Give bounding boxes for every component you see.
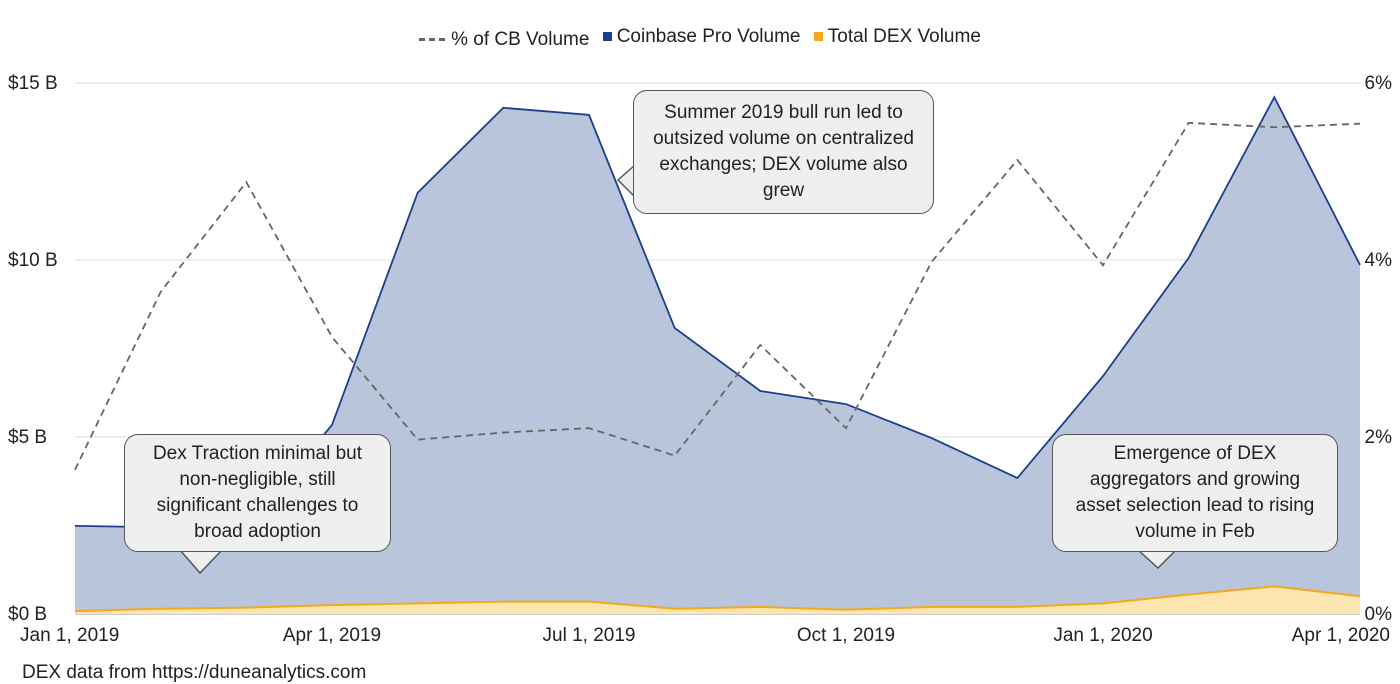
legend-item-dex: Total DEX Volume bbox=[814, 26, 981, 48]
y2-tick-label: 4% bbox=[1365, 250, 1393, 271]
blue-swatch bbox=[603, 32, 612, 41]
x-tick-label: Apr 1, 2020 bbox=[1292, 625, 1390, 646]
y-tick-label: $0 B bbox=[8, 604, 47, 625]
annotation-text: Summer 2019 bull run led to outsized vol… bbox=[648, 100, 919, 204]
legend: % of CB Volume Coinbase Pro Volume Total… bbox=[0, 25, 1400, 51]
x-tick-label: Jan 1, 2019 bbox=[20, 625, 119, 646]
legend-label: Coinbase Pro Volume bbox=[617, 26, 801, 48]
y-tick-label: $15 B bbox=[8, 73, 58, 94]
x-tick-label: Jan 1, 2020 bbox=[1053, 625, 1152, 646]
annotation-text: Dex Traction minimal but non-negligible,… bbox=[139, 441, 376, 545]
y-tick-label: $5 B bbox=[8, 427, 47, 448]
y2-tick-label: 0% bbox=[1365, 604, 1393, 625]
y-tick-label: $10 B bbox=[8, 250, 58, 271]
dashed-line-swatch bbox=[419, 38, 445, 41]
annotation-text: Emergence of DEX aggregators and growing… bbox=[1067, 441, 1323, 545]
orange-swatch bbox=[814, 32, 823, 41]
x-tick-label: Jul 1, 2019 bbox=[543, 625, 636, 646]
legend-label: % of CB Volume bbox=[451, 29, 589, 51]
y2-tick-label: 6% bbox=[1365, 73, 1393, 94]
annotation-dex-aggregators: Emergence of DEX aggregators and growing… bbox=[1052, 434, 1338, 552]
annotation-dex-traction: Dex Traction minimal but non-negligible,… bbox=[124, 434, 391, 552]
legend-item-pct: % of CB Volume bbox=[419, 29, 589, 51]
y2-tick-label: 2% bbox=[1365, 427, 1393, 448]
x-tick-label: Apr 1, 2019 bbox=[283, 625, 381, 646]
x-tick-label: Oct 1, 2019 bbox=[797, 625, 895, 646]
footnote: DEX data from https://duneanalytics.com bbox=[22, 662, 366, 684]
legend-label: Total DEX Volume bbox=[828, 26, 981, 48]
annotation-summer-bull-run: Summer 2019 bull run led to outsized vol… bbox=[633, 90, 934, 214]
legend-item-coinbase: Coinbase Pro Volume bbox=[603, 26, 801, 48]
